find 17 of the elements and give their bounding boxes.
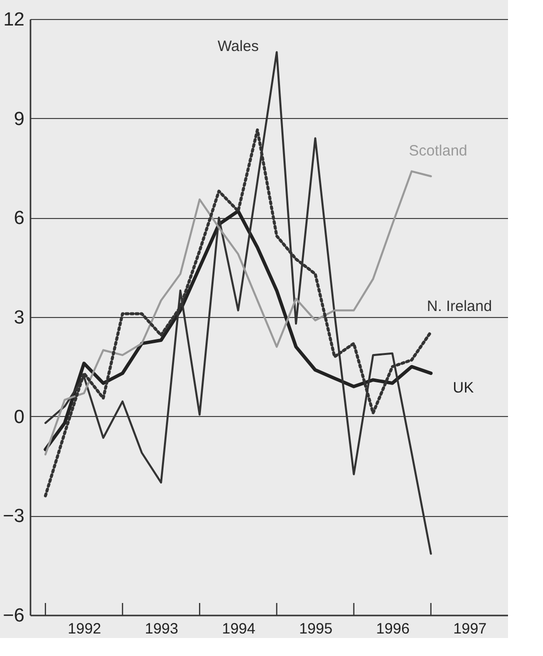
y-tick-label: −3 (2, 506, 24, 528)
x-tick-label: 1997 (453, 620, 487, 638)
y-tick-label: 12 (3, 10, 24, 30)
y-tick-label: 0 (14, 406, 24, 428)
series-label: Wales (218, 38, 259, 56)
y-tick-label: 6 (14, 208, 24, 230)
y-tick-label: 3 (14, 308, 24, 328)
y-tick-label: −6 (2, 606, 24, 626)
x-tick-label: 1993 (144, 620, 178, 638)
series-label: N. Ireland (426, 298, 492, 315)
x-tick-label: 1995 (299, 620, 332, 638)
x-tick-label: 1996 (376, 620, 410, 638)
x-tick-label: 1994 (222, 620, 256, 638)
x-tick-label: 1992 (68, 620, 102, 638)
y-tick-label: 9 (14, 108, 24, 130)
series-label: UK (452, 379, 474, 396)
series-label: Scotland (408, 142, 468, 160)
